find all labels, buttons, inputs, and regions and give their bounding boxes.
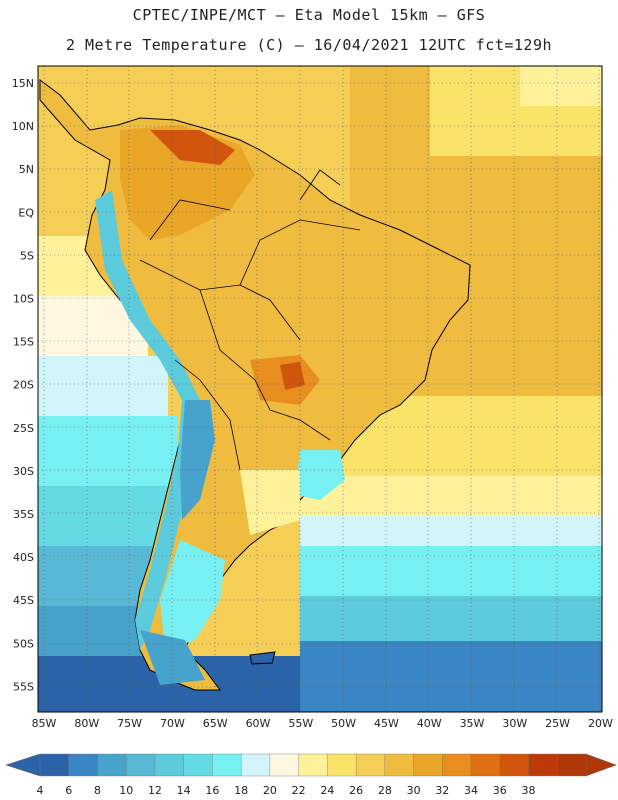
lat-tick-label: 5S [20, 249, 34, 262]
colorbar-low-arrow [5, 753, 41, 777]
colorbar-segment [240, 753, 271, 777]
colorbar-segment [97, 753, 127, 777]
lon-tick-label: 25W [545, 717, 570, 730]
colorbar-label: 30 [407, 784, 421, 797]
colorbar-segment [212, 753, 242, 777]
colorbar-segment [126, 753, 156, 777]
lon-tick-label: 40W [417, 717, 442, 730]
colorbar-label: 36 [493, 784, 507, 797]
colorbar-segment [154, 753, 185, 777]
colorbar-segment [183, 753, 214, 777]
colorbar-label: 22 [292, 784, 306, 797]
colorbar-label: 12 [148, 784, 162, 797]
map-title-field: 2 Metre Temperature (C) – 16/04/2021 12U… [65, 36, 553, 54]
lon-tick-label: 60W [246, 717, 271, 730]
colorbar-label: 16 [205, 784, 219, 797]
map-title-model: CPTEC/INPE/MCT – Eta Model 15km – GFS [132, 6, 486, 24]
colorbar-segment [327, 753, 357, 777]
colorbar-segment [68, 753, 99, 777]
colorbar-label: 4 [37, 784, 44, 797]
country-borders [139, 169, 361, 471]
lat-tick-label: 10S [13, 293, 34, 306]
longitude-axis: 85W 80W 75W 70W 65W 60W 55W 50W 45W 40W 35W 30W 25W 2… [32, 717, 613, 730]
colorbar-label: 20 [263, 784, 277, 797]
map-frame [37, 65, 603, 713]
colorbar-segment [470, 753, 501, 777]
colorbar-segment [269, 753, 300, 777]
lat-tick-label: 20S [13, 379, 34, 392]
lat-tick-label: 5N [19, 163, 34, 176]
lat-tick-label: 30S [13, 465, 34, 478]
colorbar-label: 32 [435, 784, 449, 797]
lat-tick-label: 45S [13, 594, 34, 607]
colorbar-high-arrow [585, 753, 617, 777]
lon-tick-label: 85W [32, 717, 57, 730]
ocean-field [38, 66, 602, 712]
colorbar-segment [442, 753, 472, 777]
temperature-colorbar: 4 6 8 10 12 14 16 18 20 22 24 26 28 30 32 34 36 38 [5, 753, 617, 797]
colorbar-label: 14 [177, 784, 191, 797]
colorbar-segment [384, 753, 415, 777]
colorbar-label: 24 [320, 784, 334, 797]
lat-tick-label: EQ [18, 206, 34, 219]
lon-tick-label: 20W [588, 717, 613, 730]
colorbar-label: 26 [349, 784, 363, 797]
south-america-landmass [39, 79, 471, 691]
colorbar-segment [355, 753, 386, 777]
colorbar-label: 6 [65, 784, 72, 797]
colorbar-label: 8 [94, 784, 101, 797]
lon-tick-label: 55W [288, 717, 313, 730]
colorbar-segment [528, 753, 558, 777]
colorbar-label: 18 [234, 784, 248, 797]
lon-tick-label: 70W [160, 717, 185, 730]
lon-tick-label: 30W [502, 717, 527, 730]
lon-tick-label: 35W [460, 717, 485, 730]
lat-tick-label: 15N [12, 77, 34, 90]
lon-tick-label: 50W [331, 717, 356, 730]
lon-tick-label: 80W [74, 717, 99, 730]
lat-tick-label: 10N [12, 120, 34, 133]
colorbar-segment [298, 753, 329, 777]
lon-tick-label: 75W [117, 717, 142, 730]
latitude-axis: 15N 10N 5N EQ 5S 10S 15S 20S 25S 30S 35S 40S 45S 50S 5… [12, 77, 35, 693]
colorbar-label: 10 [119, 784, 133, 797]
colorbar-label: 28 [378, 784, 392, 797]
colorbar-segment [413, 753, 444, 777]
colorbar-segment [39, 753, 70, 777]
lat-tick-label: 15S [13, 336, 34, 349]
colorbar-segment [557, 753, 587, 777]
lat-tick-label: 35S [13, 508, 34, 521]
lat-tick-label: 40S [13, 551, 34, 564]
lat-tick-label: 55S [13, 680, 34, 693]
lat-tick-label: 50S [13, 637, 34, 650]
colorbar-label: 34 [464, 784, 478, 797]
lon-tick-label: 65W [203, 717, 228, 730]
colorbar-segment [499, 753, 530, 777]
lon-tick-label: 45W [374, 717, 399, 730]
lat-tick-label: 25S [13, 422, 34, 435]
colorbar-label: 38 [522, 784, 536, 797]
